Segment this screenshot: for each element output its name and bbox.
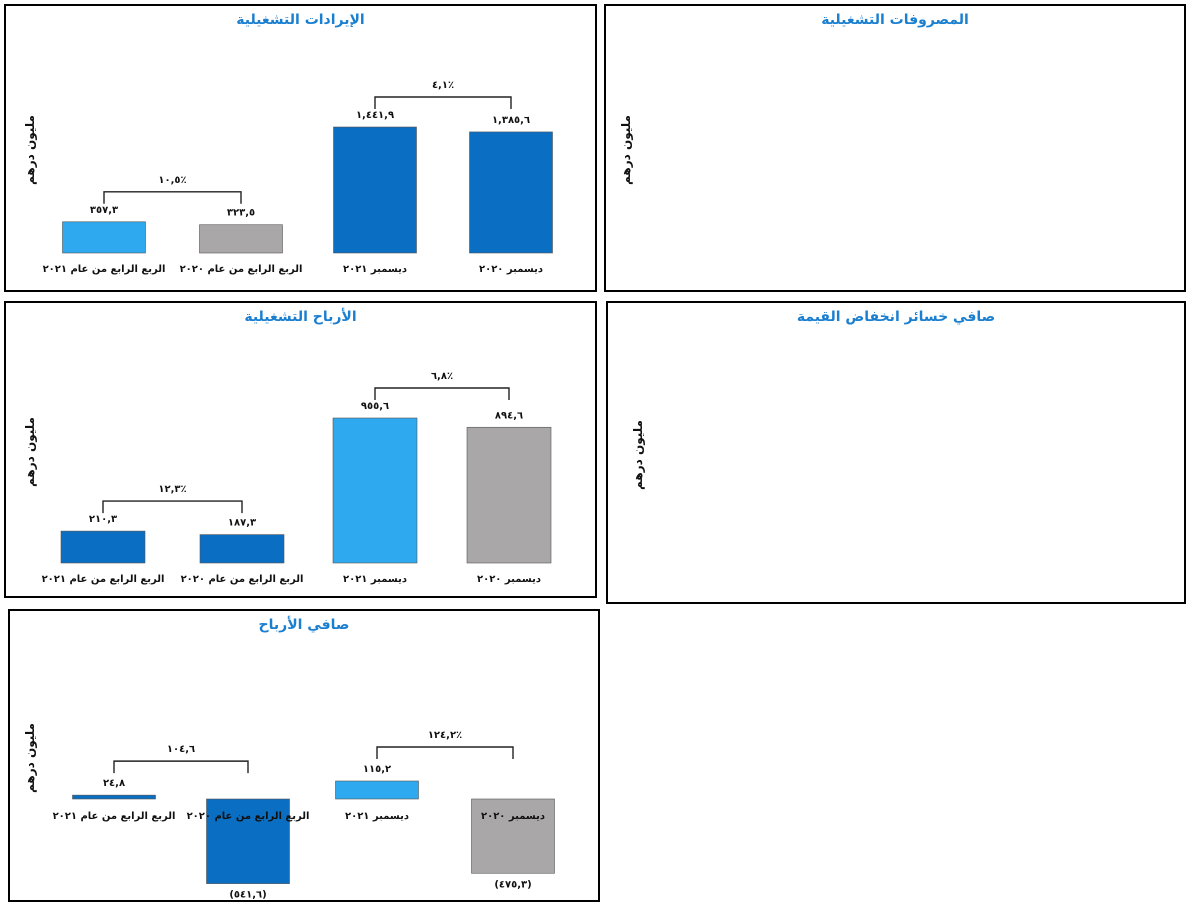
bar-3	[206, 798, 290, 884]
change-label-2: ١٠٤,٦	[167, 744, 195, 755]
category-label-1: ديسمبر ٢٠٢٠	[477, 574, 541, 585]
category-label-2: ديسمبر ٢٠٢١	[343, 574, 407, 585]
value-label-2: ٩٥٥,٦	[361, 401, 389, 412]
chart-panel-operating-expenses: المصروفات التشغيلية مليون درهم ٤٩١ديسمبر…	[604, 4, 1186, 292]
bar-4	[62, 221, 146, 254]
chart-title: الأرباح التشغيلية	[244, 309, 357, 325]
bar-1	[466, 426, 552, 564]
value-label-3: (٥٤١,٦)	[229, 890, 266, 901]
bar-2	[333, 126, 417, 254]
category-label-4: الربع الرابع من عام ٢٠٢١	[42, 574, 165, 585]
bar-1	[471, 798, 555, 874]
value-label-3: ٣٢٣,٥	[227, 208, 255, 219]
chart-panel-net-profit: صافي الأرباح مليون درهم (٤٧٥,٣) ديسمبر ٢٠…	[8, 609, 600, 902]
chart-title: الإيرادات التشغيلية	[236, 12, 365, 28]
comparison-bracket-2	[102, 500, 243, 514]
chart-panel-operating-revenue: الإيرادات التشغيلية مليون درهم ١,٣٨٥,٦ دي…	[4, 4, 597, 292]
chart-panel-operating-profit: الأرباح التشغيلية مليون درهم ٨٩٤,٦ ديسمبر…	[4, 301, 597, 598]
bar-3	[199, 534, 285, 564]
change-label-1: ٦,٨٪	[431, 371, 453, 382]
chart-plot: ١,٣٨٥,٦ ديسمبر ٢٠٢٠ ١,٤٤١,٩ ديسمبر ٢٠٢١ ٣٢٣,…	[43, 80, 553, 275]
chart-plot: ٨٩٤,٦ ديسمبر ٢٠٢٠ ٩٥٥,٦ ديسمبر ٢٠٢١ ١٨٧,٣ الر…	[42, 371, 552, 585]
category-label-3: الربع الرابع من عام ٢٠٢٠	[187, 811, 310, 822]
chart-title: صافي خسائر انخفاض القيمة	[796, 309, 996, 325]
value-label-3: ١٨٧,٣	[228, 518, 256, 529]
comparison-bracket-1	[374, 387, 510, 400]
chart-plot: ١,٣٦٩,٨ديسمبر ٢٠٢٠٨٤٠,٤ديسمبر ٢٠٢١٧٢٨,٨ا…	[608, 303, 1188, 606]
value-label-4: ٣٥٧,٣	[90, 205, 118, 216]
category-label-1: ديسمبر ٢٠٢٠	[481, 811, 545, 822]
comparison-bracket-1	[376, 746, 514, 759]
category-label-1: ديسمبر ٢٠٢٠	[479, 264, 543, 275]
value-label-2: ١,٤٤١,٩	[356, 110, 394, 121]
change-label-2: ١٠,٥٪	[158, 175, 186, 186]
chart-plot: (٤٧٥,٣) ديسمبر ٢٠٢٠ ١١٥,٢ ديسمبر ٢٠٢١ (٥٤١,٦…	[53, 730, 555, 901]
category-label-3: الربع الرابع من عام ٢٠٢٠	[181, 574, 304, 585]
bar-1	[469, 131, 553, 254]
value-label-4: ٢١٠,٣	[89, 514, 117, 525]
bar-4	[72, 794, 156, 800]
chart-title: المصروفات التشغيلية	[821, 12, 969, 28]
category-label-2: ديسمبر ٢٠٢١	[345, 811, 409, 822]
chart-plot: ٤٩١ديسمبر ٢٠٢٠٤٨٦,٣ديسمبر ٢٠٢١١٣٦,٢الربع…	[606, 6, 1188, 294]
comparison-bracket-2	[103, 191, 242, 204]
comparison-bracket-2	[113, 760, 249, 774]
change-label-1: ١٢٤,٢٪	[428, 730, 462, 741]
value-label-1: ١,٣٨٥,٦	[492, 115, 530, 126]
change-label-2: ١٢,٣٪	[158, 484, 186, 495]
category-label-2: ديسمبر ٢٠٢١	[343, 264, 407, 275]
chart-panel-net-impairment-losses: صافي خسائر انخفاض القيمة مليون درهم ١,٣٦…	[606, 301, 1186, 604]
value-label-4: ٢٤,٨	[103, 778, 125, 789]
value-label-1: (٤٧٥,٣)	[494, 879, 531, 890]
category-label-4: الربع الرابع من عام ٢٠٢١	[43, 264, 166, 275]
comparison-bracket-1	[374, 96, 512, 109]
value-label-2: ١١٥,٢	[363, 764, 391, 775]
bar-3	[199, 224, 283, 254]
change-label-1: ٤,١٪	[432, 80, 454, 91]
bar-2	[335, 780, 419, 800]
bar-2	[332, 417, 418, 564]
bar-4	[60, 530, 146, 564]
category-label-4: الربع الرابع من عام ٢٠٢١	[53, 811, 176, 822]
chart-title: صافي الأرباح	[258, 617, 350, 633]
value-label-1: ٨٩٤,٦	[495, 410, 523, 421]
category-label-3: الربع الرابع من عام ٢٠٢٠	[180, 264, 303, 275]
